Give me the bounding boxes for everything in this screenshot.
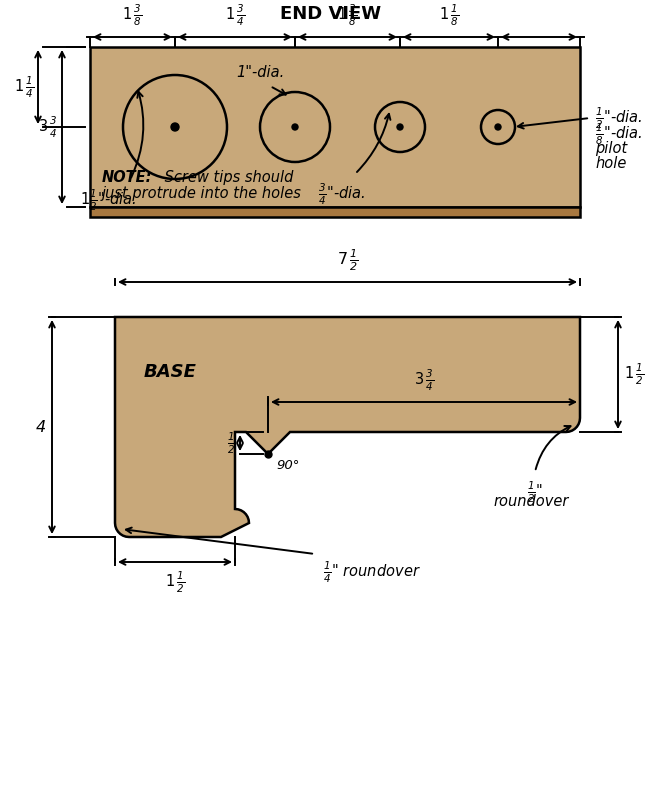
Text: 1"-dia.: 1"-dia.: [236, 65, 284, 80]
Text: roundover: roundover: [493, 494, 569, 509]
Text: hole: hole: [595, 157, 627, 172]
Bar: [90, 47, 580, 207]
Text: $1\,\mathregular{\frac{3}{8}}$: $1\,\mathregular{\frac{3}{8}}$: [123, 2, 143, 28]
Text: $\mathregular{\frac{1}{4}}$" roundover: $\mathregular{\frac{1}{4}}$" roundover: [323, 560, 421, 585]
Text: NOTE:: NOTE:: [102, 170, 152, 185]
Text: $\mathregular{\frac{1}{2}}$: $\mathregular{\frac{1}{2}}$: [227, 430, 236, 455]
Circle shape: [495, 124, 501, 130]
Text: pilot: pilot: [595, 142, 627, 157]
Text: 90°: 90°: [276, 459, 300, 472]
Circle shape: [171, 123, 179, 131]
Text: $1\,\mathregular{\frac{1}{4}}$: $1\,\mathregular{\frac{1}{4}}$: [14, 74, 34, 100]
Text: $\mathregular{\frac{3}{4}}$"-dia.: $\mathregular{\frac{3}{4}}$"-dia.: [318, 182, 366, 208]
Text: $1\,\mathregular{\frac{3}{8}}$: $1\,\mathregular{\frac{3}{8}}$: [337, 2, 357, 28]
Polygon shape: [115, 317, 580, 537]
Text: $\mathregular{\frac{1}{2}}$"-dia.: $\mathregular{\frac{1}{2}}$"-dia.: [595, 105, 642, 131]
Text: $7\,\mathregular{\frac{1}{2}}$: $7\,\mathregular{\frac{1}{2}}$: [337, 247, 359, 273]
Text: $1\,\mathregular{\frac{1}{8}}$: $1\,\mathregular{\frac{1}{8}}$: [439, 2, 459, 28]
Text: BASE: BASE: [144, 363, 196, 381]
Text: $3\,\mathregular{\frac{3}{4}}$: $3\,\mathregular{\frac{3}{4}}$: [414, 367, 434, 393]
Bar: [90, 207, 580, 217]
Text: $3\,\mathregular{\frac{3}{4}}$: $3\,\mathregular{\frac{3}{4}}$: [38, 114, 58, 139]
Text: just protrude into the holes: just protrude into the holes: [102, 186, 302, 201]
Circle shape: [397, 124, 403, 130]
Text: 4: 4: [36, 420, 46, 435]
Text: $\mathregular{\frac{1}{2}}$": $\mathregular{\frac{1}{2}}$": [527, 480, 543, 505]
Text: Screw tips should: Screw tips should: [160, 170, 293, 185]
Circle shape: [292, 124, 298, 130]
Text: $1\,\mathregular{\frac{1}{2}}$: $1\,\mathregular{\frac{1}{2}}$: [165, 570, 185, 596]
Text: $1\,\mathregular{\frac{3}{4}}$: $1\,\mathregular{\frac{3}{4}}$: [225, 2, 245, 28]
Text: $\mathregular{\frac{1}{8}}$"-dia.: $\mathregular{\frac{1}{8}}$"-dia.: [595, 121, 642, 147]
Text: $1\mathregular{\frac{1}{2}}$"-dia.: $1\mathregular{\frac{1}{2}}$"-dia.: [80, 188, 137, 213]
Text: END VIEW: END VIEW: [280, 5, 382, 23]
Text: $1\,\mathregular{\frac{1}{2}}$: $1\,\mathregular{\frac{1}{2}}$: [624, 362, 644, 387]
